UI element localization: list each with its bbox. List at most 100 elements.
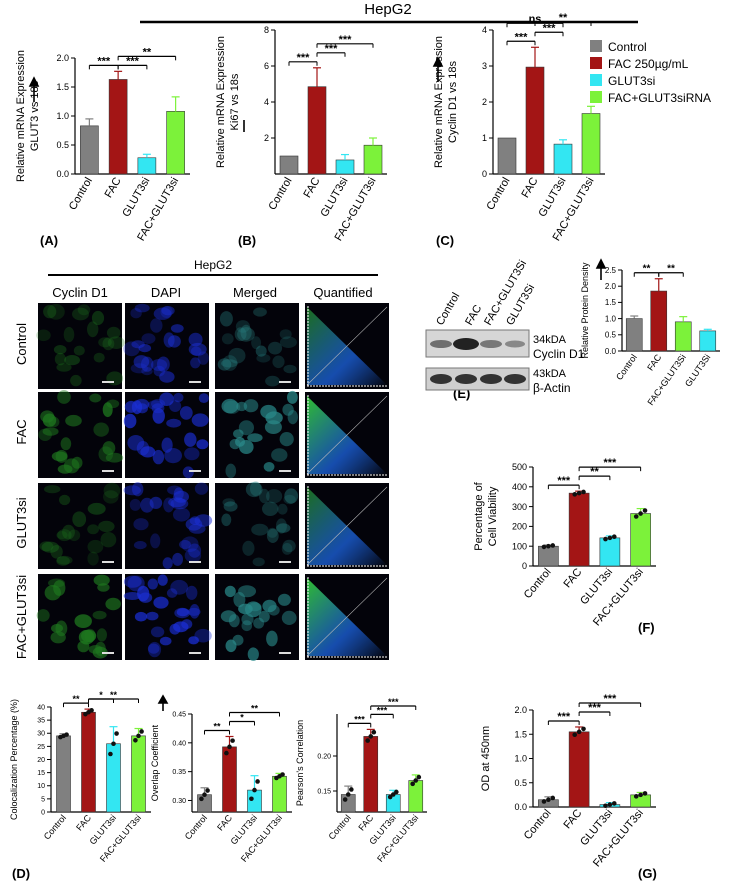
data-point: [371, 729, 377, 735]
microscopy-row-labels: Control FAC GLUT3si FAC+GLUT3si: [14, 323, 29, 659]
western-blot: Control FAC FAC+GLUT3Si GLUT3Si 34kDA Cy…: [425, 258, 585, 395]
microscopy-col-cyclin: Cyclin D1: [52, 285, 108, 300]
y-tick-label: 4: [482, 25, 487, 35]
bar-fac-glut3si: [166, 111, 185, 175]
y-tick-label: 2.0: [605, 282, 617, 291]
bar-glut3si: [699, 330, 717, 352]
y-tick-label: 4: [264, 97, 269, 107]
y-tick-label: 0.20: [317, 753, 331, 760]
y-tick-label: 400: [512, 482, 527, 492]
y-tick-label: 1.0: [56, 111, 69, 121]
microscopy-headers: Cyclin D1 DAPI Merged Quantified: [52, 285, 372, 300]
data-point: [581, 726, 586, 732]
y-axis-label: Relative mRNA Expression: [433, 36, 445, 168]
x-tick-label: Control: [42, 813, 68, 842]
blot-cyclin-band-control: [430, 340, 452, 348]
y-tick-label: 3: [482, 61, 487, 71]
bar-fac: [81, 711, 96, 813]
microscopy-col-quantified: Quantified: [313, 285, 372, 300]
blot-band1-name: Cyclin D1: [533, 347, 585, 361]
chart-d1: 0 5 10 15 20 25 30 35 40 Colocalization Percentag…: [9, 690, 151, 864]
chart-d2: 0.30 0.35 0.40 0.45 Overlap Coefficient Contr…: [150, 703, 292, 864]
data-point: [139, 729, 144, 734]
y-tick-label: 25: [37, 744, 45, 751]
y-axis-label: Percentage of: [473, 481, 485, 550]
y-tick-label: 0: [482, 169, 487, 179]
blot-lane-control: Control: [434, 291, 462, 328]
data-point: [114, 731, 119, 736]
significance-label: **: [213, 721, 221, 731]
y-tick-label: 500: [512, 462, 527, 472]
y-tick-label: 1: [482, 133, 487, 143]
microscopy-row-fac: FAC: [14, 419, 29, 444]
y-tick-label: 0.35: [172, 769, 186, 776]
legend-swatch-combo: [590, 91, 602, 103]
y-tick-label: 0.45: [172, 711, 186, 718]
bar-fac: [525, 66, 545, 175]
data-point: [255, 779, 260, 784]
legend-label-glut3si: GLUT3si: [608, 74, 655, 88]
y-tick-label: 0.15: [317, 788, 331, 795]
significance-label: ***: [557, 711, 571, 723]
y-tick-label: 0: [41, 809, 45, 816]
micrograph-3-3: [305, 574, 389, 660]
y-tick-label: 100: [512, 541, 527, 551]
y-tick-label: 0.0: [605, 347, 617, 356]
top-header-title: HepG2: [364, 1, 412, 18]
significance-label: ***: [557, 475, 571, 487]
significance-label: ***: [377, 705, 388, 715]
y-axis-label: GLUT3 vs 18s: [29, 80, 41, 151]
x-tick-label: Control: [614, 352, 639, 382]
data-point: [387, 794, 393, 800]
data-point: [607, 802, 613, 807]
y-tick-label: 2: [482, 97, 487, 107]
blot-band2-name: β-Actin: [533, 381, 571, 395]
y-tick-label: 200: [512, 522, 527, 532]
bar-fac: [568, 731, 590, 808]
significance-label: **: [72, 694, 80, 704]
x-tick-label: Control: [326, 813, 352, 842]
data-point: [633, 514, 639, 519]
x-tick-label: FAC: [561, 807, 584, 831]
significance-label: **: [110, 690, 118, 700]
legend: Control FAC 250µg/mL GLUT3si FAC+GLUT3si…: [590, 40, 711, 105]
data-point: [576, 490, 582, 496]
significance-label: ***: [126, 55, 140, 67]
y-tick-label: 0.5: [56, 140, 69, 150]
x-tick-label: Control: [183, 813, 209, 842]
bar-fac: [568, 492, 590, 567]
panel-label-f: (F): [638, 620, 655, 635]
data-point: [572, 492, 578, 497]
bar-fac: [222, 746, 237, 813]
y-tick-label: 6: [264, 61, 269, 71]
y-tick-label: 20: [37, 757, 45, 764]
significance-label: **: [251, 703, 259, 713]
chart-c: 0 1 2 3 4 Relative mRNA Expression Cyclin D1 v…: [433, 12, 605, 243]
panel-label-b: (B): [238, 233, 256, 248]
significance-label: **: [590, 466, 599, 478]
microscopy-grid: [36, 303, 389, 661]
mid-header-title: HepG2: [194, 258, 232, 272]
bar-glut3si: [247, 789, 262, 813]
data-point: [541, 544, 547, 550]
y-tick-label: 2.0: [56, 53, 69, 63]
data-point: [541, 799, 547, 804]
significance-label: ***: [543, 22, 557, 34]
blot-band1-kda: 34kDA: [533, 334, 567, 346]
x-tick-label: Control: [67, 176, 95, 213]
legend-label-fac: FAC 250µg/mL: [608, 57, 689, 71]
bar-glut3si: [335, 159, 355, 175]
data-point: [550, 543, 556, 548]
y-tick-label: 0.0: [514, 802, 527, 812]
x-tick-label: Control: [266, 176, 294, 213]
micrograph-0-2: [215, 303, 299, 389]
data-point: [342, 797, 348, 802]
y-tick-label: 0.0: [56, 169, 69, 179]
y-tick-label: 0.30: [172, 798, 186, 805]
significance-label: ***: [603, 457, 617, 469]
significance-label: **: [667, 264, 675, 275]
significance-label: ***: [588, 702, 602, 714]
data-point: [611, 534, 617, 539]
